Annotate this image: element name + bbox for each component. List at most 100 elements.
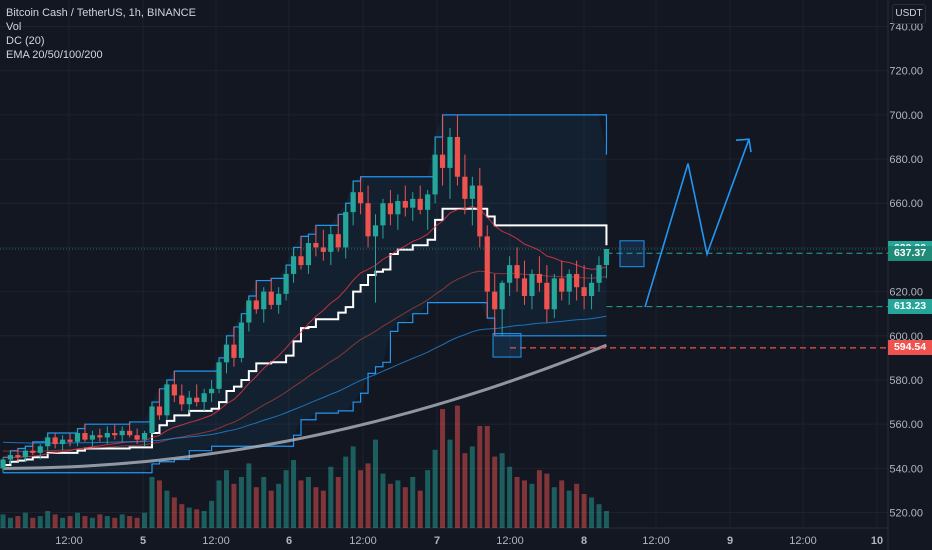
candle-body-51	[380, 203, 386, 226]
volume-bar-58	[432, 449, 438, 528]
volume-bar-60	[447, 439, 453, 528]
candle-body-70	[521, 278, 528, 297]
candle-body-44	[328, 234, 334, 252]
volume-bar-49	[365, 463, 371, 528]
candle-body-56	[417, 198, 423, 210]
candle-body-40	[298, 256, 304, 266]
volume-bar-28	[209, 500, 215, 528]
candle-body-4	[30, 450, 36, 453]
candle-body-12	[89, 435, 95, 440]
candle-body-68	[507, 265, 513, 283]
volume-bar-57	[425, 470, 431, 528]
candle-body-81	[603, 248, 610, 266]
candle-body-78	[581, 287, 587, 297]
donchian-upper	[3, 114, 608, 458]
candle-body-55	[410, 198, 416, 208]
volume-bar-67	[499, 453, 505, 528]
volume-bar-29	[216, 480, 222, 528]
candle-body-52	[387, 203, 393, 215]
annotation-box-low	[492, 333, 522, 358]
time-tick-label-9: 9	[727, 535, 733, 547]
candle-body-0	[0, 459, 6, 469]
candle-body-61	[454, 136, 461, 177]
candle-body-19	[141, 433, 148, 440]
candle-body-46	[343, 212, 349, 248]
candle-body-39	[290, 256, 297, 274]
candle-body-43	[320, 247, 326, 252]
volume-bar-47	[350, 446, 356, 528]
price-tick-label-11: 740.00	[889, 22, 923, 34]
time-tick-label-2: 12:00	[202, 535, 230, 547]
price-tag-stop: 594.54	[888, 340, 932, 356]
volume-bar-74	[551, 487, 557, 528]
candle-body-30	[223, 344, 230, 363]
volume-bar-80	[596, 504, 602, 528]
volume-bar-48	[358, 470, 364, 528]
donchian-lower	[3, 302, 607, 474]
volume-bar-55	[410, 477, 416, 528]
volume-bar-18	[134, 517, 140, 528]
volume-bar-46	[343, 456, 349, 528]
volume-bar-17	[127, 516, 133, 528]
volume-bar-64	[477, 426, 483, 528]
price-tick-label-0: 520.00	[889, 508, 923, 520]
candle-body-71	[529, 273, 535, 297]
volume-bar-15	[112, 517, 118, 528]
volume-bar-66	[492, 456, 498, 528]
volume-bar-42	[313, 487, 319, 528]
ema-50-line	[2, 270, 607, 452]
volume-bar-35	[261, 477, 267, 528]
annotation-box-high	[619, 240, 645, 268]
volume-bar-4	[30, 517, 36, 528]
candle-body-10	[74, 433, 81, 442]
volume-bar-78	[581, 494, 587, 528]
candle-body-42	[313, 243, 319, 248]
currency-label[interactable]: USDT	[892, 4, 926, 24]
volume-bar-68	[507, 466, 513, 528]
ema-20-line	[2, 205, 607, 459]
projection-arrowhead	[735, 138, 752, 153]
volume-bar-23	[171, 497, 177, 528]
candle-body-11	[82, 433, 88, 440]
candle-body-27	[201, 393, 207, 403]
candle-body-37	[276, 293, 282, 305]
candle-body-22	[164, 384, 170, 416]
candle-body-1	[7, 455, 14, 460]
volume-bar-8	[60, 517, 66, 528]
volume-bar-61	[454, 405, 460, 528]
candle-body-47	[350, 192, 356, 213]
donchian-basis	[3, 207, 608, 467]
candle-body-69	[514, 265, 520, 279]
volume-bar-79	[589, 497, 595, 528]
candle-body-21	[156, 406, 163, 416]
price-tick-label-8: 680.00	[889, 154, 923, 166]
volume-bar-51	[380, 473, 386, 528]
projection-path	[644, 138, 750, 308]
candle-body-38	[283, 273, 289, 294]
price-tick-label-2: 560.00	[889, 419, 923, 431]
volume-bar-76	[566, 490, 572, 528]
volume-bar-13	[97, 514, 103, 528]
symbol-title: Bitcoin Cash / TetherUS, 1h, BINANCE	[6, 7, 196, 19]
candle-body-53	[395, 201, 401, 215]
price-tick-label-1: 540.00	[889, 463, 923, 475]
volume-bar-71	[529, 483, 535, 528]
volume-bar-73	[544, 473, 550, 528]
price-tick-label-7: 660.00	[889, 198, 923, 210]
volume-bar-11	[82, 516, 88, 528]
candle-body-9	[67, 439, 73, 442]
candle-body-75	[559, 278, 565, 292]
volume-bar-37	[276, 483, 282, 528]
candle-body-24	[179, 395, 185, 405]
candle-body-73	[544, 282, 550, 310]
ema-100-line	[2, 315, 607, 444]
volume-bar-65	[484, 426, 490, 528]
time-tick-label-11: 10	[871, 535, 883, 547]
donchian-fill	[3, 114, 607, 473]
volume-bar-27	[201, 511, 207, 528]
candle-body-8	[60, 439, 66, 445]
candle-body-34	[253, 300, 259, 310]
volume-bar-31	[231, 483, 237, 528]
time-tick-label-8: 12:00	[642, 535, 670, 547]
